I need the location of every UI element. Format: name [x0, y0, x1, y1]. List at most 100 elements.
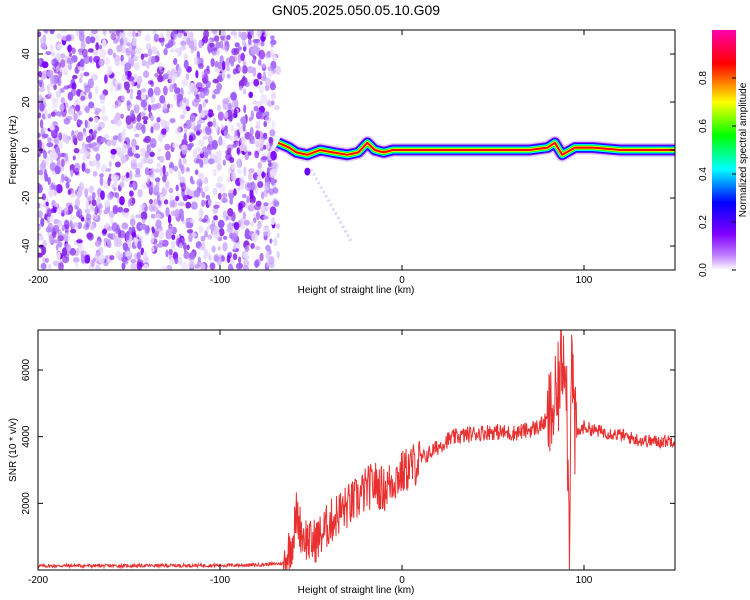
- noise-speck: [242, 252, 249, 259]
- noise-speck: [121, 222, 129, 230]
- noise-speck: [146, 60, 150, 70]
- noise-speck: [49, 44, 54, 52]
- noise-speck: [233, 109, 238, 117]
- noise-speck: [109, 255, 115, 261]
- noise-speck: [77, 243, 85, 251]
- noise-speck: [62, 133, 67, 143]
- noise-speck: [227, 147, 232, 155]
- noise-speck: [101, 39, 107, 48]
- noise-speck: [261, 156, 268, 161]
- noise-speck: [201, 191, 206, 198]
- noise-speck: [159, 166, 163, 177]
- noise-speck: [146, 176, 150, 185]
- noise-speck: [63, 118, 71, 125]
- noise-speck: [38, 152, 41, 158]
- bottom-x-axis-label: Height of straight line (km): [298, 585, 415, 596]
- noise-speck: [112, 104, 118, 110]
- noise-speck: [49, 151, 54, 159]
- noise-speck: [114, 161, 121, 168]
- noise-speck: [55, 146, 61, 155]
- noise-speck: [271, 161, 277, 169]
- noise-speck: [167, 214, 172, 224]
- noise-speck: [263, 215, 268, 220]
- noise-speck: [127, 70, 132, 78]
- noise-speck: [164, 143, 171, 151]
- noise-speck: [39, 102, 45, 112]
- noise-speck: [114, 237, 119, 247]
- noise-speck: [85, 199, 89, 210]
- noise-speck: [180, 182, 186, 192]
- noise-speck: [163, 185, 171, 191]
- noise-speck: [273, 237, 278, 247]
- heatmap-frame: [37, 29, 676, 271]
- noise-speck: [45, 226, 52, 233]
- noise-speck: [98, 44, 103, 50]
- x-tick-label: -200: [28, 575, 48, 586]
- noise-speck: [246, 66, 254, 74]
- noise-speck: [64, 63, 69, 71]
- noise-speck: [123, 207, 130, 213]
- noise-speck: [264, 52, 272, 59]
- noise-speck: [124, 81, 130, 91]
- noise-speck: [270, 150, 277, 161]
- noise-speck: [212, 207, 219, 214]
- noise-speck: [210, 58, 215, 67]
- noise-speck: [189, 219, 196, 224]
- noise-speck: [198, 149, 204, 154]
- noise-speck: [241, 40, 246, 46]
- noise-speck: [82, 131, 87, 137]
- noise-speck: [247, 172, 253, 181]
- noise-speck: [198, 172, 205, 179]
- noise-speck: [267, 70, 273, 78]
- noise-speck: [149, 199, 153, 205]
- noise-speck: [39, 37, 46, 44]
- noise-speck: [188, 252, 196, 260]
- noise-speck: [183, 133, 187, 142]
- noise-speck: [75, 69, 79, 74]
- noise-speck: [71, 82, 77, 90]
- noise-speck: [233, 243, 237, 251]
- noise-speck: [208, 198, 212, 206]
- noise-speck: [166, 32, 171, 42]
- noise-speck: [254, 150, 260, 159]
- noise-speck: [142, 70, 150, 78]
- noise-speck: [75, 104, 81, 112]
- noise-speck: [107, 48, 113, 56]
- noise-speck: [157, 147, 162, 153]
- noise-speck: [200, 262, 206, 270]
- noise-speck: [97, 246, 104, 255]
- noise-speck: [135, 105, 139, 114]
- noise-speck: [266, 99, 273, 106]
- noise-speck: [147, 104, 152, 113]
- noise-speck: [195, 94, 200, 100]
- noise-speck: [84, 150, 90, 157]
- noise-speck: [137, 162, 143, 170]
- noise-speck: [251, 58, 256, 64]
- noise-speck: [188, 190, 196, 197]
- noise-speck: [198, 63, 204, 69]
- colorbar-label: Normalized spectral amplitude: [738, 82, 749, 217]
- noise-speck: [188, 233, 193, 243]
- noise-speck: [273, 200, 280, 207]
- noise-speck: [230, 92, 238, 101]
- noise-speck: [86, 232, 93, 239]
- noise-speck: [198, 217, 203, 222]
- noise-speck: [169, 118, 176, 124]
- noise-speck: [55, 90, 62, 99]
- noise-speck: [213, 254, 220, 262]
- noise-speck: [226, 34, 231, 41]
- noise-speck: [139, 203, 146, 209]
- noise-speck: [99, 93, 106, 100]
- noise-speck: [46, 217, 51, 224]
- noise-speck: [190, 201, 198, 210]
- noise-speck: [272, 54, 277, 62]
- top-y-axis-label: Frequency (Hz): [8, 116, 19, 185]
- noise-speck: [59, 179, 63, 184]
- noise-speck: [194, 97, 201, 103]
- noise-speck: [222, 159, 226, 166]
- noise-speck: [170, 68, 175, 77]
- noise-speck: [47, 113, 52, 119]
- noise-speck: [38, 94, 43, 101]
- noise-speck: [144, 34, 151, 42]
